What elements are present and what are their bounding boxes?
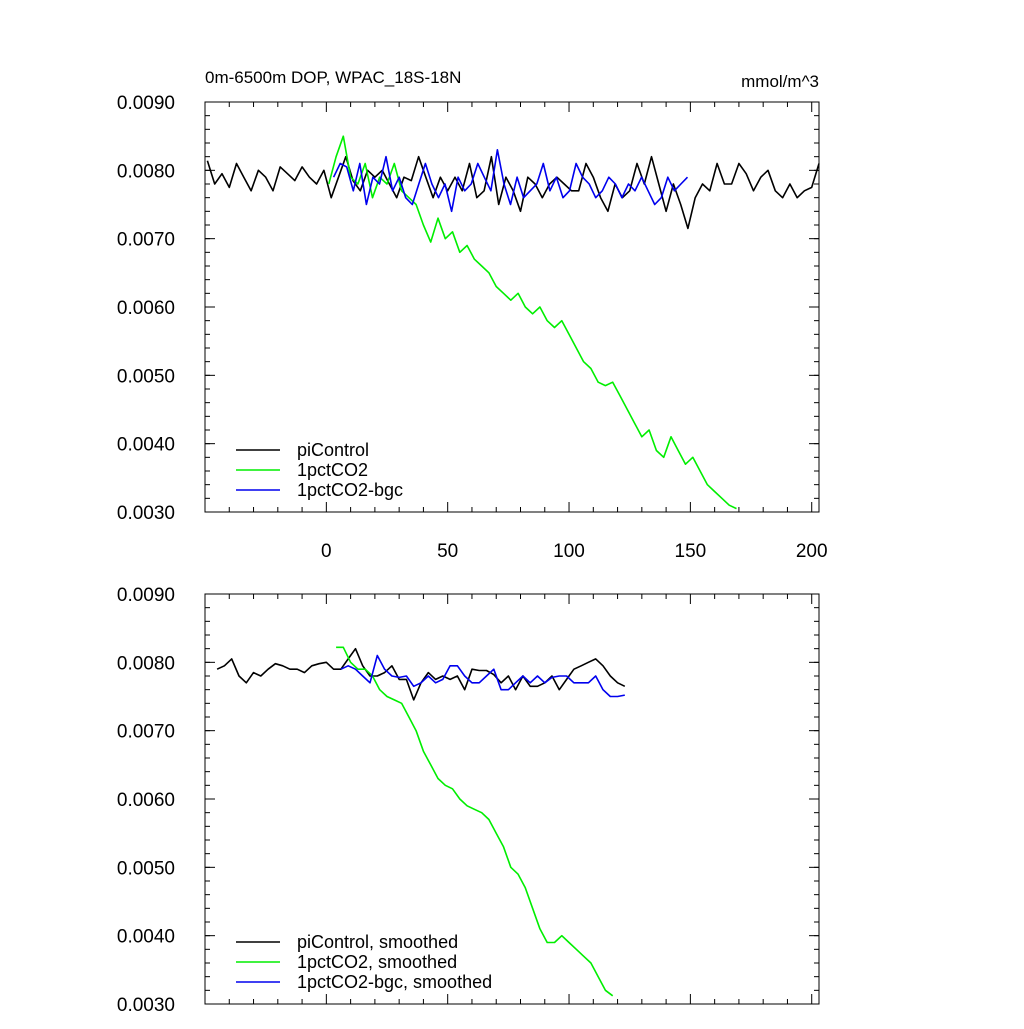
y-tick-label: 0.0040 [117,435,175,456]
y-tick-label: 0.0070 [117,230,175,251]
x-tick-label: 0 [321,541,332,562]
y-tick-label: 0.0030 [117,503,175,524]
y-tick-label: 0.0040 [117,927,175,948]
y-tick-label: 0.0090 [117,93,175,114]
series-line-1pctco2 [328,135,737,510]
y-tick-label: 0.0050 [117,858,175,879]
y-tick-label: 0.0080 [117,161,175,182]
legend-label-1pctco2-bgc-smoothed: 1pctCO2-bgc, smoothed [297,972,492,992]
series-line-1pctco2-smoothed [336,646,614,997]
legend-label-1pctco2: 1pctCO2 [297,460,368,480]
y-tick-label: 0.0070 [117,722,175,743]
legend-label-picontrol-smoothed: piControl, smoothed [297,932,458,952]
top-series-lines [206,135,820,510]
x-tick-label: 50 [437,541,458,562]
bottom-panel: 0.0030 0.0040 0.0050 0.0060 0.0070 0.0080 0.00… [117,585,820,1016]
legend-label-picontrol: piControl [297,440,369,460]
series-line-1pctco2-bgc [332,149,689,213]
y-tick-label: 0.0050 [117,366,175,387]
y-tick-label: 0.0060 [117,790,175,811]
y-tick-label: 0.0090 [117,585,175,606]
top-axis-ticks: 0.0030 0.0040 0.0050 0.0060 0.0070 0.0080 0.00… [117,93,828,562]
legend-label-1pctco2-bgc: 1pctCO2-bgc [297,480,403,500]
y-tick-label: 0.0060 [117,298,175,319]
bottom-series-lines [216,646,626,997]
top-units-label: mmol/m^3 [741,72,819,91]
x-tick-label: 150 [675,541,707,562]
x-tick-label: 200 [796,541,828,562]
x-tick-label: 100 [553,541,585,562]
top-chart-title: 0m-6500m DOP, WPAC_18S-18N [205,68,461,87]
top-panel: 0m-6500m DOP, WPAC_18S-18N mmol/m^3 0.00… [117,68,828,562]
series-line-1pctco2-bgc-smoothed [340,654,625,698]
legend-label-1pctco2-smoothed: 1pctCO2, smoothed [297,952,457,972]
y-tick-label: 0.0080 [117,653,175,674]
y-tick-label: 0.0030 [117,995,175,1016]
bottom-axis-ticks: 0.0030 0.0040 0.0050 0.0060 0.0070 0.0080 0.00… [117,585,819,1016]
